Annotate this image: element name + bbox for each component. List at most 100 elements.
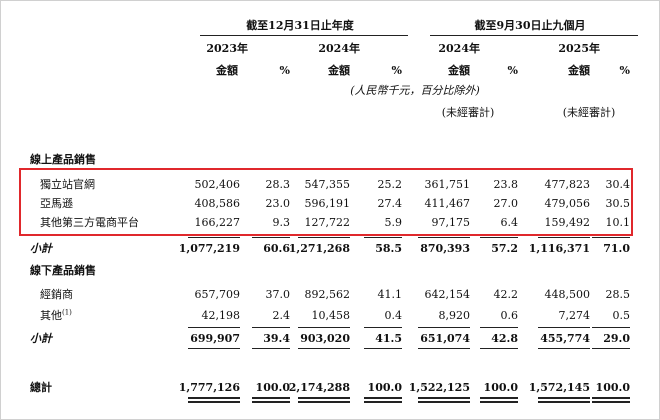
rule [188,327,240,328]
rule [364,237,402,238]
col-amount-2: 金額 [328,64,350,77]
cell-value: 37.0 [265,288,291,301]
cell-value: 41.5 [375,332,402,345]
rule [538,348,590,349]
cell-value: 97,175 [431,216,471,229]
unaudited-2025: (未經審計) [562,106,616,119]
rule [480,237,518,238]
cell-value: 892,562 [304,288,351,301]
double-rule [298,397,350,399]
cell-value: 448,500 [544,288,591,301]
cell-value: 100.0 [483,381,518,394]
cell-value: 0.6 [500,309,519,322]
rule [480,348,518,349]
cell-value: 159,492 [544,216,591,229]
cell-value: 166,227 [194,216,241,229]
cell-value: 28.3 [265,178,291,191]
row-label: 獨立站官網 [40,178,95,191]
cell-value: 57.2 [491,242,518,255]
cell-value: 23.8 [493,178,519,191]
rule [298,327,350,328]
offline-subtotal-label: 小計 [30,332,52,345]
cell-value: 455,774 [540,332,590,345]
cell-value: 9.3 [272,216,291,229]
rule [298,237,350,238]
cell-value: 361,751 [424,178,471,191]
cell-value: 1,572,145 [528,381,590,394]
highlight-box [19,168,633,236]
cell-value: 41.1 [377,288,403,301]
row-label: 其他(1) [40,309,72,322]
cell-value: 100.0 [255,381,290,394]
cell-value: 25.2 [377,178,403,191]
cell-value: 651,074 [420,332,470,345]
double-rule [592,397,630,399]
cell-value: 2.4 [272,309,291,322]
cell-value: 58.5 [375,242,402,255]
cell-value: 1,077,219 [178,242,240,255]
cell-value: 547,355 [304,178,351,191]
rule [418,348,470,349]
cell-value: 10.1 [605,216,631,229]
double-rule [252,397,290,399]
row-label: 經銷商 [40,288,73,301]
cell-value: 10,458 [311,309,351,322]
rule [188,348,240,349]
year-2024-nine: 2024年 [438,42,480,55]
cell-value: 42,198 [201,309,241,322]
cell-value: 8,920 [438,309,471,322]
cell-value: 30.5 [605,197,631,210]
cell-value: 42.8 [491,332,518,345]
cell-value: 1,522,125 [408,381,470,394]
cell-value: 699,907 [190,332,240,345]
cell-value: 411,467 [424,197,471,210]
double-rule [364,401,402,403]
cell-value: 60.6 [263,242,290,255]
col-amount-1: 金額 [216,64,238,77]
cell-value: 903,020 [300,332,350,345]
cell-value: 100.0 [595,381,630,394]
cell-value: 23.0 [265,197,291,210]
unaudited-2024: (未經審計) [441,106,495,119]
double-rule [592,401,630,403]
double-rule [418,397,470,399]
cell-value: 29.0 [603,332,630,345]
cell-value: 0.5 [612,309,631,322]
cell-value: 870,393 [420,242,470,255]
cell-value: 1,271,268 [288,242,350,255]
unit-note: (人民幣千元，百分比除外) [350,84,480,97]
cell-value: 0.4 [384,309,403,322]
year-2025: 2025年 [558,42,600,55]
cell-value: 2,174,288 [288,381,350,394]
cell-value: 39.4 [263,332,290,345]
cell-value: 479,056 [544,197,591,210]
double-rule [538,397,590,399]
rule [252,348,290,349]
rule [538,327,590,328]
rule [418,237,470,238]
cell-value: 657,709 [194,288,241,301]
cell-value: 71.0 [603,242,630,255]
double-rule [252,401,290,403]
year-2023: 2023年 [206,42,248,55]
double-rule [364,397,402,399]
year-2024-full: 2024年 [318,42,360,55]
row-label: 亞馬遜 [40,197,73,210]
rule [480,327,518,328]
cell-value: 30.4 [605,178,631,191]
cell-value: 6.4 [500,216,519,229]
col-pct-1: % [279,64,290,77]
cell-value: 27.4 [377,197,403,210]
col-amount-4: 金額 [568,64,590,77]
cell-value: 5.9 [384,216,403,229]
header-rule-full-year [200,35,408,36]
double-rule [188,401,240,403]
cell-value: 1,116,371 [528,242,590,255]
footnote-marker: (1) [62,308,72,317]
col-pct-2: % [391,64,402,77]
cell-value: 28.5 [605,288,631,301]
rule [592,348,630,349]
header-rule-nine-months [430,35,638,36]
cell-value: 27.0 [493,197,519,210]
cell-value: 127,722 [304,216,351,229]
